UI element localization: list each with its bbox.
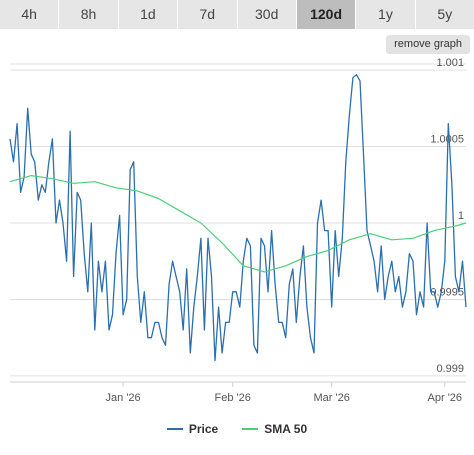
sma-series-line — [9, 175, 467, 273]
legend-sma-label: SMA 50 — [264, 422, 308, 436]
tab-120d[interactable]: 120d — [296, 0, 357, 29]
x-tick-label: Jan '26 — [106, 392, 141, 404]
legend-item-sma[interactable]: SMA 50 — [242, 422, 307, 436]
price-series-line — [9, 74, 467, 362]
legend-item-price[interactable]: Price — [166, 422, 219, 436]
x-tick-label: Mar '26 — [314, 392, 350, 404]
timeframe-tabs: 4h 8h 1d 7d 30d 120d 1y 5y — [0, 0, 474, 29]
x-tick-label: Apr '26 — [428, 392, 463, 404]
x-tick-label: Feb '26 — [215, 392, 251, 404]
remove-graph-button[interactable]: remove graph — [386, 35, 470, 54]
tab-1d[interactable]: 1d — [118, 0, 179, 29]
price-chart: 1.001 1.0005 1 0.9995 0.999 Jan '26 Feb '26 Mar… — [9, 57, 467, 404]
y-tick-label: 1 — [458, 210, 464, 222]
legend-price-label: Price — [188, 422, 219, 436]
y-tick-label: 0.999 — [436, 363, 464, 375]
tab-5y[interactable]: 5y — [415, 0, 474, 29]
y-tick-label: 1.0005 — [430, 134, 464, 146]
tab-1y[interactable]: 1y — [356, 0, 416, 29]
legend-sma-swatch — [242, 428, 259, 430]
tab-8h[interactable]: 8h — [59, 0, 119, 29]
y-tick-label: 1.001 — [436, 57, 464, 69]
y-tick-label: 0.9995 — [430, 286, 464, 298]
tab-30d[interactable]: 30d — [237, 0, 297, 29]
tab-7d[interactable]: 7d — [178, 0, 238, 29]
chart-legend: Price SMA 50 — [0, 421, 474, 437]
legend-price-swatch — [166, 428, 183, 430]
tab-4h[interactable]: 4h — [0, 0, 60, 29]
